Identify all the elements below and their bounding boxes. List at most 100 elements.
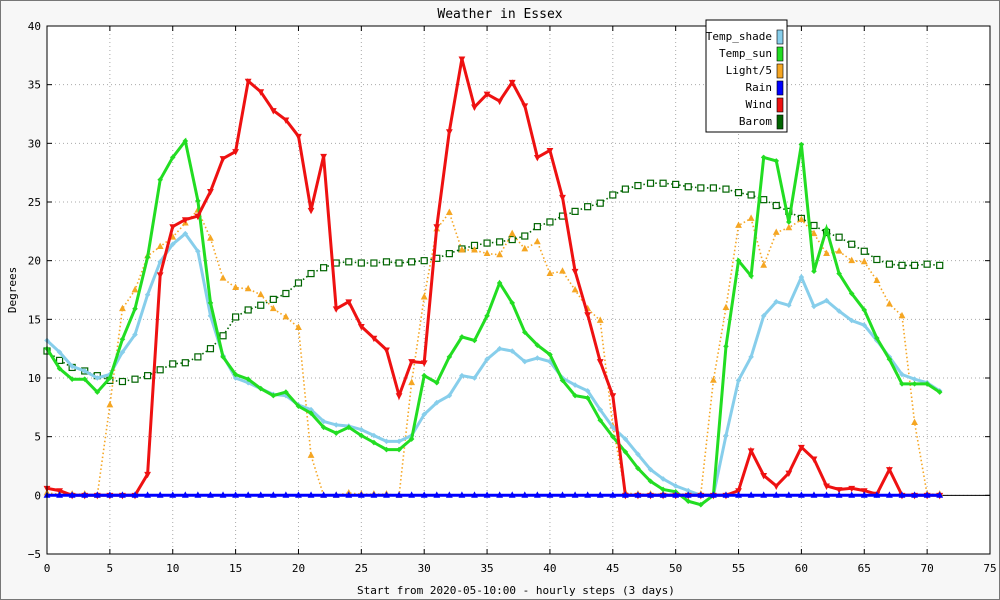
temp-sun-point: [358, 432, 365, 439]
temp-shade-point: [56, 349, 63, 355]
barom-point: [684, 183, 692, 191]
y-tick-label: 5: [34, 431, 41, 444]
barom-point: [257, 301, 265, 309]
legend-swatch: [776, 46, 784, 62]
rain-point: [395, 491, 403, 498]
light-5-point: [596, 316, 604, 323]
rain-point: [760, 491, 768, 498]
barom-point: [898, 261, 906, 269]
temp-shade-point: [848, 317, 855, 324]
light-5-point: [471, 246, 478, 253]
light-5-point: [911, 418, 918, 425]
barom-point: [496, 238, 504, 246]
temp-sun-point: [220, 354, 226, 360]
series-temp-shade: [44, 230, 943, 499]
series-line-wind: [46, 58, 940, 497]
barom-point: [294, 279, 303, 287]
barom-point: [219, 332, 227, 340]
barom-point: [722, 185, 730, 193]
temp-sun-point: [823, 226, 830, 232]
temp-sun-point: [421, 372, 427, 379]
legend-label: Temp_sun: [719, 47, 772, 60]
wind-point: [521, 103, 529, 110]
temp-sun-point: [698, 501, 704, 508]
wind-point: [332, 306, 340, 313]
temp-shade-point: [320, 418, 327, 425]
y-tick-label: 20: [28, 255, 41, 268]
barom-point: [659, 179, 667, 187]
light-5-point: [244, 284, 252, 292]
temp-sun-point: [283, 389, 289, 395]
rain-point: [898, 491, 906, 498]
barom-point: [521, 232, 529, 240]
plot-border: [46, 25, 991, 555]
temp-shade-point: [182, 230, 189, 237]
series-line-temp-sun: [45, 137, 941, 507]
temp-sun-point: [748, 273, 754, 279]
temp-shade-point: [861, 322, 868, 328]
x-tick-label: 70: [921, 562, 934, 575]
y-tick-label: 15: [28, 313, 41, 326]
legend-label: Barom: [739, 115, 772, 128]
wind-point: [508, 79, 516, 87]
temp-shade-point: [471, 375, 478, 381]
rain-point: [672, 491, 680, 498]
wind-point: [835, 487, 843, 494]
light-5-point: [307, 451, 315, 458]
legend-swatch: [776, 114, 784, 130]
wind-point: [546, 147, 554, 155]
barom-point: [810, 221, 818, 230]
temp-sun-point: [169, 154, 176, 161]
rain-point: [119, 491, 126, 498]
light-5-point: [106, 400, 114, 408]
temp-shade-point: [308, 406, 314, 413]
light-5-point: [898, 311, 906, 319]
light-5-point: [860, 257, 868, 265]
temp-shade-point: [521, 358, 528, 365]
barom-point: [860, 247, 868, 255]
wind-point: [156, 272, 164, 279]
rain-point: [420, 491, 428, 498]
rain-point: [370, 491, 378, 498]
x-tick-label: 25: [355, 562, 368, 575]
barom-point: [55, 356, 64, 364]
wind-point: [232, 149, 239, 156]
wind-point: [810, 456, 818, 463]
barom-point: [634, 181, 642, 190]
rain-point: [886, 491, 893, 498]
series-line-temp-shade: [45, 231, 941, 497]
temp-shade-point: [622, 436, 629, 442]
y-tick-label: 35: [28, 79, 41, 92]
light-5-point: [810, 229, 818, 237]
rain-point: [483, 491, 491, 498]
temp-sun-point: [484, 313, 490, 319]
rain-point: [835, 491, 843, 498]
barom-point: [596, 199, 604, 207]
temp-shade-point: [484, 356, 490, 363]
legend-swatch: [776, 29, 784, 45]
temp-shade-point: [760, 313, 767, 319]
light-5-point: [835, 247, 843, 254]
rain-point: [823, 491, 830, 498]
temp-shade-point: [459, 372, 465, 379]
light-5-point: [483, 249, 491, 257]
y-tick-label: 25: [28, 196, 41, 209]
light-5-point: [496, 250, 504, 258]
light-5-point: [119, 304, 126, 312]
temp-shade-point: [899, 371, 905, 378]
wind-point: [420, 360, 428, 367]
wind-point: [169, 224, 177, 231]
light-5-point: [232, 283, 239, 291]
light-5-point: [420, 293, 428, 300]
barom-point: [747, 191, 755, 199]
temp-shade-point: [69, 363, 75, 370]
temp-sun-point: [521, 329, 528, 336]
legend-label: Rain: [746, 81, 773, 94]
light-5-point: [722, 303, 730, 310]
temp-shade-point: [610, 424, 616, 431]
rain-point: [634, 491, 642, 498]
temp-shade-point: [823, 297, 830, 304]
temp-shade-point: [396, 438, 402, 445]
light-5-point: [269, 304, 277, 312]
temp-shade-point: [371, 432, 377, 439]
